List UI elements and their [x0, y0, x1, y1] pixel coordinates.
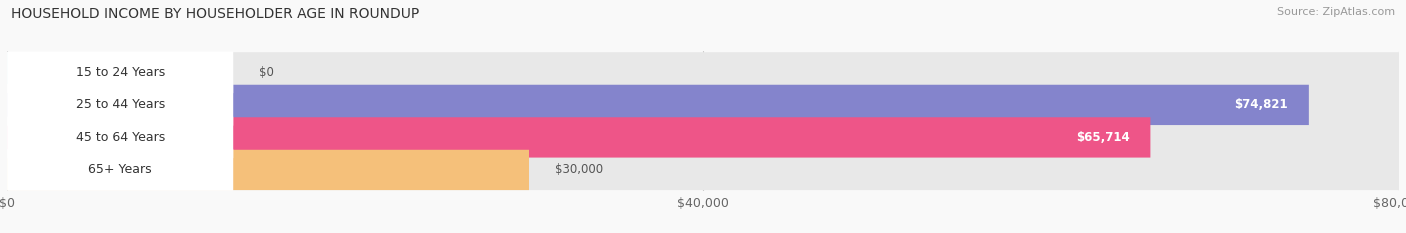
Text: Source: ZipAtlas.com: Source: ZipAtlas.com [1277, 7, 1395, 17]
Text: 65+ Years: 65+ Years [89, 163, 152, 176]
FancyBboxPatch shape [7, 84, 233, 126]
FancyBboxPatch shape [7, 52, 233, 93]
Text: $30,000: $30,000 [555, 163, 603, 176]
FancyBboxPatch shape [7, 85, 1399, 125]
FancyBboxPatch shape [7, 85, 1309, 125]
Text: $65,714: $65,714 [1076, 131, 1129, 144]
Text: 45 to 64 Years: 45 to 64 Years [76, 131, 165, 144]
Text: $74,821: $74,821 [1234, 98, 1288, 111]
Text: $0: $0 [259, 66, 274, 79]
FancyBboxPatch shape [7, 149, 233, 191]
FancyBboxPatch shape [7, 117, 1150, 158]
FancyBboxPatch shape [7, 150, 529, 190]
FancyBboxPatch shape [7, 52, 1399, 93]
FancyBboxPatch shape [7, 117, 233, 158]
FancyBboxPatch shape [7, 150, 1399, 190]
FancyBboxPatch shape [7, 117, 1399, 158]
Text: 25 to 44 Years: 25 to 44 Years [76, 98, 165, 111]
Text: HOUSEHOLD INCOME BY HOUSEHOLDER AGE IN ROUNDUP: HOUSEHOLD INCOME BY HOUSEHOLDER AGE IN R… [11, 7, 419, 21]
FancyBboxPatch shape [7, 52, 200, 93]
Text: 15 to 24 Years: 15 to 24 Years [76, 66, 165, 79]
